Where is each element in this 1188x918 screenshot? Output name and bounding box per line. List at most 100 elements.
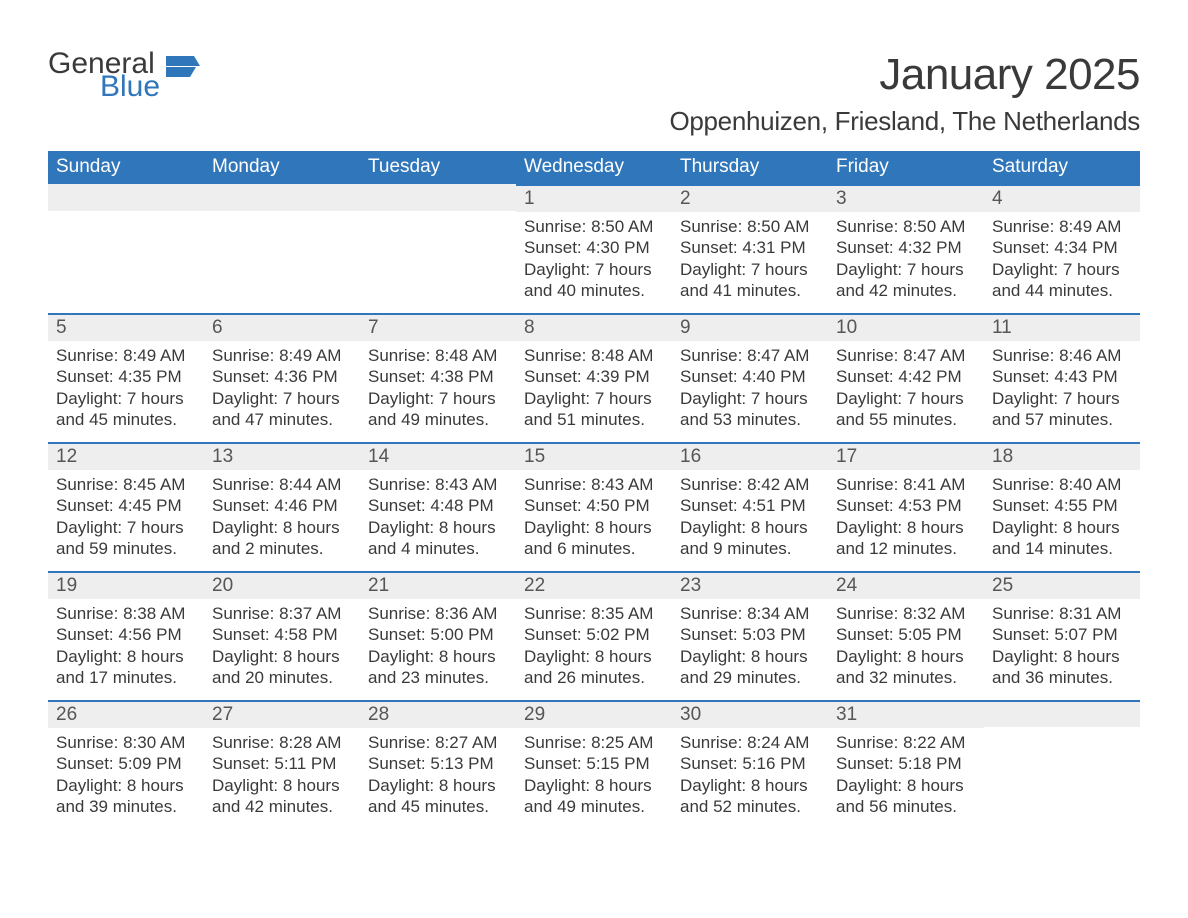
day-details: Sunrise: 8:49 AMSunset: 4:35 PMDaylight:…	[48, 341, 204, 430]
day-sunrise: Sunrise: 8:37 AM	[212, 603, 352, 624]
day-details: Sunrise: 8:38 AMSunset: 4:56 PMDaylight:…	[48, 599, 204, 688]
day-day1: Daylight: 8 hours	[524, 646, 664, 667]
day-sunset: Sunset: 4:38 PM	[368, 366, 508, 387]
day-day1: Daylight: 8 hours	[836, 775, 976, 796]
day-sunset: Sunset: 4:42 PM	[836, 366, 976, 387]
day-number: 24	[836, 575, 857, 596]
day-number: 21	[368, 575, 389, 596]
day-number-row: 22	[516, 571, 672, 599]
day-number-row: 9	[672, 313, 828, 341]
day-number-row: 27	[204, 700, 360, 728]
flag-icon	[166, 56, 200, 78]
day-number: 20	[212, 575, 233, 596]
day-day1: Daylight: 7 hours	[212, 388, 352, 409]
day-sunset: Sunset: 4:58 PM	[212, 624, 352, 645]
logo: General Blue	[48, 50, 200, 100]
day-number-row: 21	[360, 571, 516, 599]
day-sunset: Sunset: 4:55 PM	[992, 495, 1132, 516]
calendar-day: 22Sunrise: 8:35 AMSunset: 5:02 PMDayligh…	[516, 571, 672, 700]
calendar-day: 3Sunrise: 8:50 AMSunset: 4:32 PMDaylight…	[828, 184, 984, 313]
day-number: 28	[368, 704, 389, 725]
day-number-row: 7	[360, 313, 516, 341]
day-sunset: Sunset: 4:45 PM	[56, 495, 196, 516]
day-sunrise: Sunrise: 8:30 AM	[56, 732, 196, 753]
calendar-day: 4Sunrise: 8:49 AMSunset: 4:34 PMDaylight…	[984, 184, 1140, 313]
day-day1: Daylight: 7 hours	[680, 259, 820, 280]
weekday-header: Thursday	[672, 151, 828, 184]
day-number: 29	[524, 704, 545, 725]
day-day2: and 49 minutes.	[524, 796, 664, 817]
day-number: 10	[836, 317, 857, 338]
weekday-header: Sunday	[48, 151, 204, 184]
day-day2: and 41 minutes.	[680, 280, 820, 301]
day-number-row: 25	[984, 571, 1140, 599]
day-day1: Daylight: 8 hours	[680, 517, 820, 538]
day-details: Sunrise: 8:48 AMSunset: 4:38 PMDaylight:…	[360, 341, 516, 430]
calendar-day: 12 Sunrise: 8:45 AMSunset: 4:45 PMDayligh…	[48, 442, 204, 571]
day-sunrise: Sunrise: 8:24 AM	[680, 732, 820, 753]
day-day1: Daylight: 7 hours	[56, 517, 196, 538]
day-sunset: Sunset: 4:50 PM	[524, 495, 664, 516]
calendar-day: 31Sunrise: 8:22 AMSunset: 5:18 PMDayligh…	[828, 700, 984, 829]
day-sunrise: Sunrise: 8:49 AM	[212, 345, 352, 366]
weekday-header: Friday	[828, 151, 984, 184]
day-number: 26	[56, 704, 77, 725]
day-number: 8	[524, 317, 535, 338]
day-number: 1	[524, 188, 535, 209]
day-sunset: Sunset: 4:53 PM	[836, 495, 976, 516]
day-sunrise: Sunrise: 8:44 AM	[212, 474, 352, 495]
day-sunset: Sunset: 4:32 PM	[836, 237, 976, 258]
day-number-row: 13	[204, 442, 360, 470]
day-number-row: 24	[828, 571, 984, 599]
day-day1: Daylight: 8 hours	[836, 517, 976, 538]
day-day2: and 26 minutes.	[524, 667, 664, 688]
day-sunrise: Sunrise: 8:25 AM	[524, 732, 664, 753]
day-number-row: 4	[984, 184, 1140, 212]
calendar-day: 15 Sunrise: 8:43 AMSunset: 4:50 PMDayligh…	[516, 442, 672, 571]
day-details: Sunrise: 8:43 AMSunset: 4:50 PMDaylight:…	[516, 470, 672, 559]
day-number-row	[204, 184, 360, 211]
day-number: 11	[992, 317, 1012, 338]
day-number-row: 14	[360, 442, 516, 470]
day-details: Sunrise: 8:50 AMSunset: 4:31 PMDaylight:…	[672, 212, 828, 301]
day-day1: Daylight: 7 hours	[524, 388, 664, 409]
calendar-day: 11Sunrise: 8:46 AMSunset: 4:43 PMDayligh…	[984, 313, 1140, 442]
day-sunset: Sunset: 4:46 PM	[212, 495, 352, 516]
day-details: Sunrise: 8:34 AMSunset: 5:03 PMDaylight:…	[672, 599, 828, 688]
day-number-row: 12	[48, 442, 204, 470]
day-number: 16	[680, 446, 701, 467]
day-number-row: 31	[828, 700, 984, 728]
day-sunrise: Sunrise: 8:42 AM	[680, 474, 820, 495]
day-details: Sunrise: 8:36 AMSunset: 5:00 PMDaylight:…	[360, 599, 516, 688]
day-number: 22	[524, 575, 545, 596]
calendar-day: 9Sunrise: 8:47 AMSunset: 4:40 PMDaylight…	[672, 313, 828, 442]
day-day2: and 39 minutes.	[56, 796, 196, 817]
day-day2: and 45 minutes.	[368, 796, 508, 817]
day-day2: and 29 minutes.	[680, 667, 820, 688]
day-number: 17	[836, 446, 857, 467]
day-number: 2	[680, 188, 691, 209]
day-day2: and 9 minutes.	[680, 538, 820, 559]
day-sunrise: Sunrise: 8:45 AM	[56, 474, 196, 495]
day-day2: and 52 minutes.	[680, 796, 820, 817]
day-number: 3	[836, 188, 847, 209]
day-day1: Daylight: 7 hours	[524, 259, 664, 280]
calendar-day: 8Sunrise: 8:48 AMSunset: 4:39 PMDaylight…	[516, 313, 672, 442]
calendar-day: 7Sunrise: 8:48 AMSunset: 4:38 PMDaylight…	[360, 313, 516, 442]
day-number-row: 6	[204, 313, 360, 341]
day-sunrise: Sunrise: 8:31 AM	[992, 603, 1132, 624]
day-sunset: Sunset: 4:40 PM	[680, 366, 820, 387]
day-details: Sunrise: 8:32 AMSunset: 5:05 PMDaylight:…	[828, 599, 984, 688]
calendar-day: 1Sunrise: 8:50 AMSunset: 4:30 PMDaylight…	[516, 184, 672, 313]
day-number-row: 5	[48, 313, 204, 341]
calendar-day: 16Sunrise: 8:42 AMSunset: 4:51 PMDayligh…	[672, 442, 828, 571]
day-sunset: Sunset: 5:18 PM	[836, 753, 976, 774]
day-day2: and 42 minutes.	[212, 796, 352, 817]
day-number: 25	[992, 575, 1013, 596]
day-day1: Daylight: 8 hours	[992, 517, 1132, 538]
day-sunset: Sunset: 5:07 PM	[992, 624, 1132, 645]
day-day2: and 53 minutes.	[680, 409, 820, 430]
day-sunrise: Sunrise: 8:36 AM	[368, 603, 508, 624]
calendar-day: 17Sunrise: 8:41 AMSunset: 4:53 PMDayligh…	[828, 442, 984, 571]
day-number: 15	[524, 446, 545, 467]
